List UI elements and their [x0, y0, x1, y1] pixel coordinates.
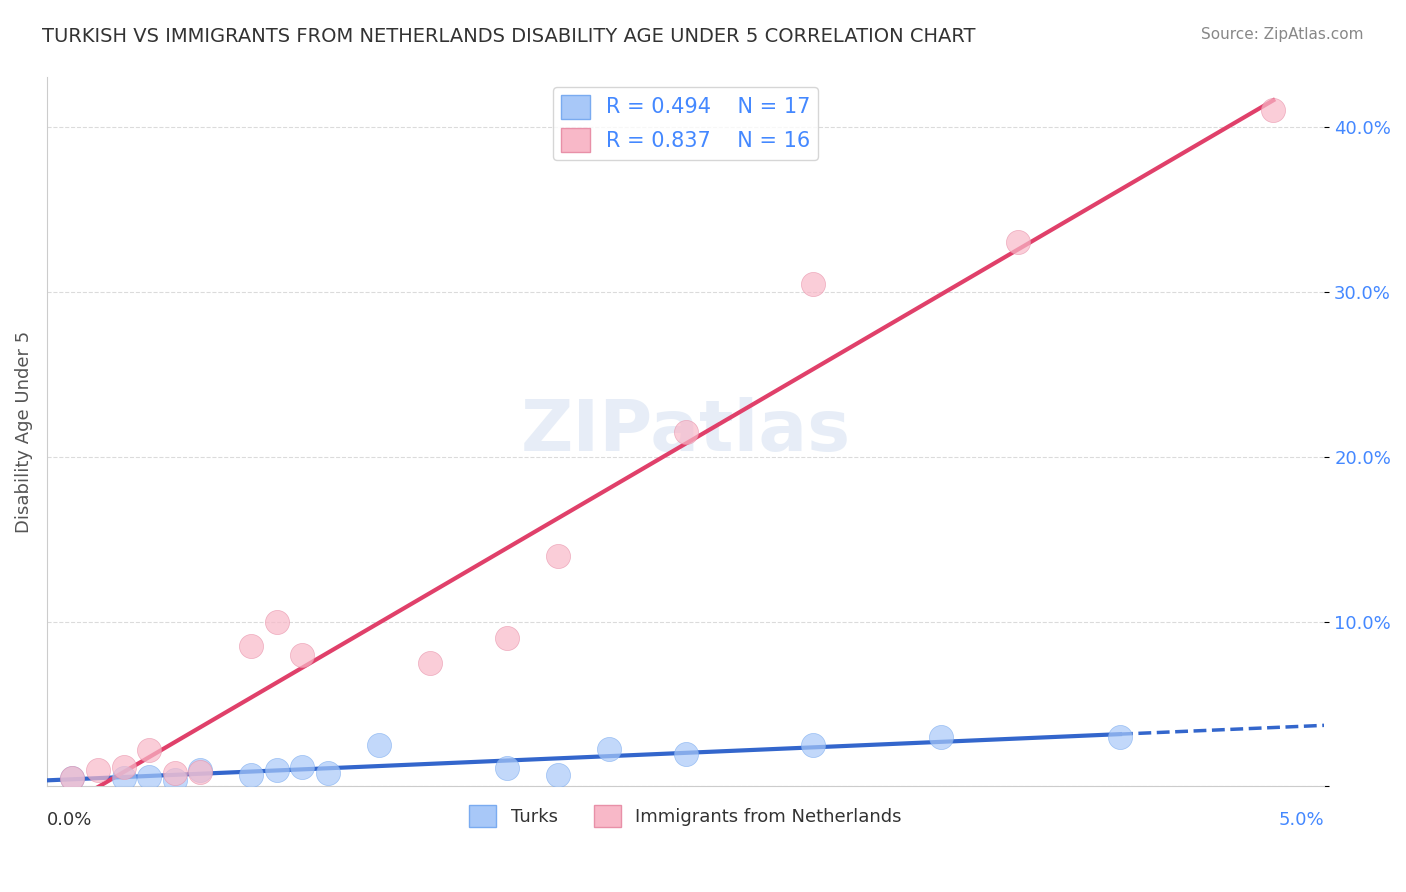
Point	[547, 549, 569, 563]
Legend: Turks, Immigrants from Netherlands: Turks, Immigrants from Netherlands	[463, 797, 910, 834]
Point	[929, 730, 952, 744]
Point	[266, 763, 288, 777]
Point	[368, 738, 391, 752]
Text: 5.0%: 5.0%	[1279, 812, 1324, 830]
Point	[598, 741, 620, 756]
Text: TURKISH VS IMMIGRANTS FROM NETHERLANDS DISABILITY AGE UNDER 5 CORRELATION CHART: TURKISH VS IMMIGRANTS FROM NETHERLANDS D…	[42, 27, 976, 45]
Point	[188, 763, 211, 777]
Point	[495, 631, 517, 645]
Point	[240, 768, 263, 782]
Point	[803, 277, 825, 291]
Point	[1109, 730, 1132, 744]
Point	[112, 771, 135, 785]
Point	[188, 764, 211, 779]
Point	[62, 771, 84, 785]
Point	[138, 770, 160, 784]
Point	[112, 760, 135, 774]
Point	[163, 766, 186, 780]
Point	[163, 772, 186, 787]
Text: Source: ZipAtlas.com: Source: ZipAtlas.com	[1201, 27, 1364, 42]
Point	[62, 771, 84, 785]
Point	[291, 760, 314, 774]
Point	[138, 743, 160, 757]
Point	[495, 761, 517, 775]
Point	[240, 640, 263, 654]
Point	[87, 763, 110, 777]
Point	[675, 747, 697, 761]
Point	[1007, 235, 1029, 250]
Point	[803, 738, 825, 752]
Y-axis label: Disability Age Under 5: Disability Age Under 5	[15, 331, 32, 533]
Point	[266, 615, 288, 629]
Point	[1263, 103, 1285, 118]
Point	[547, 768, 569, 782]
Text: ZIPatlas: ZIPatlas	[520, 398, 851, 467]
Text: 0.0%: 0.0%	[46, 812, 93, 830]
Point	[419, 656, 441, 670]
Point	[675, 425, 697, 439]
Point	[316, 766, 339, 780]
Point	[291, 648, 314, 662]
